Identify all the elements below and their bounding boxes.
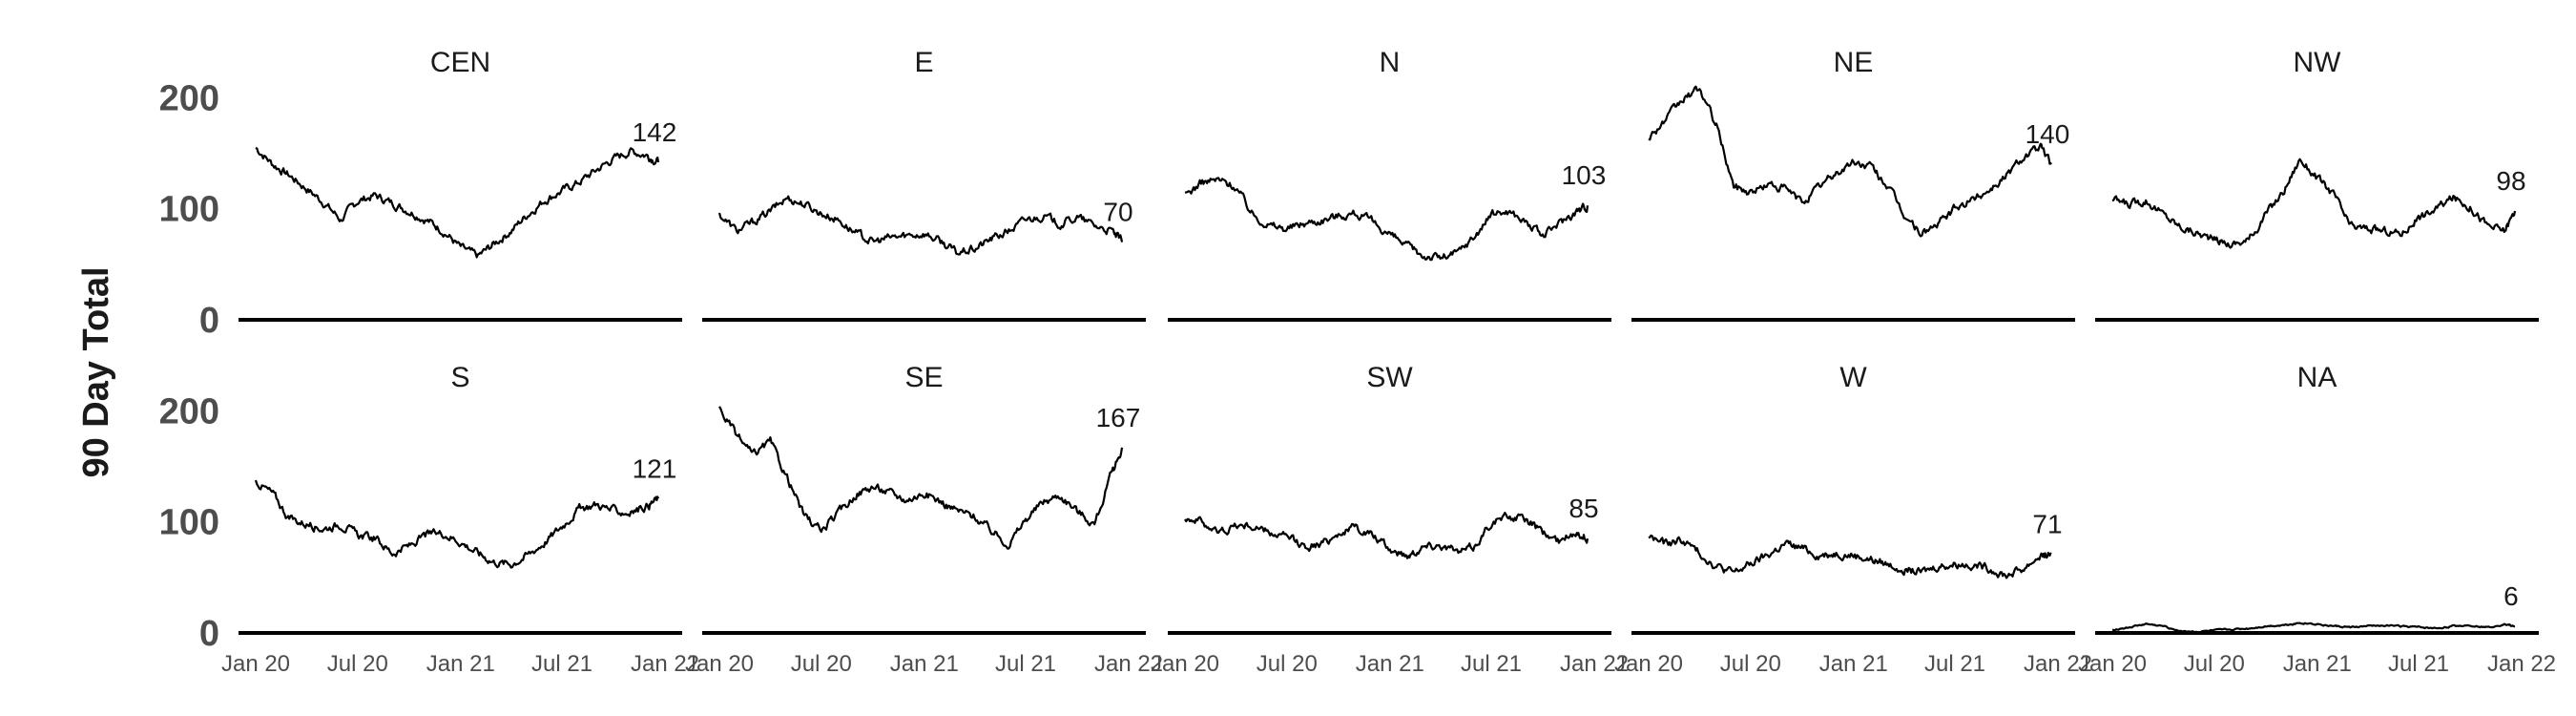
end-value-label: 70 [1103, 198, 1132, 227]
x-tick-label: Jan 21 [1819, 651, 1888, 677]
series-line [718, 406, 1124, 550]
y-tick-label: 200 [159, 78, 219, 118]
x-tick-label: Jul 20 [791, 651, 852, 677]
x-tick-label: Jan 22 [1094, 651, 1163, 677]
panel-title: NW [2294, 47, 2342, 78]
panel-title: N [1380, 47, 1401, 78]
end-value-label: 142 [633, 117, 677, 147]
panel-title: CEN [430, 47, 490, 78]
x-tick-label: Jan 22 [1560, 651, 1629, 677]
series-line [2111, 621, 2516, 634]
series-line [1648, 534, 2052, 579]
x-tick-label: Jul 20 [1720, 651, 1781, 677]
x-tick-label: Jul 20 [1257, 651, 1318, 677]
panel-w: W 71 Jan 20 Jul 20 Jan 21 Jul 21 Jan 22 [1614, 362, 2092, 677]
panel-sw: SW 85 Jan 20 Jul 20 Jan 21 Jul 21 Jan 22 [1151, 362, 1629, 677]
panel-s: S 121 0 100 200 Jan 20 Jul 20 Jan 21 Jul 21 Jan 2… [159, 362, 699, 677]
x-tick-label: Jan 21 [1356, 651, 1424, 677]
x-tick-label: Jan 22 [2487, 651, 2556, 677]
x-tick-label: Jan 21 [890, 651, 959, 677]
series-line [1648, 85, 2052, 238]
panel-cen: CEN 142 0 100 200 [159, 47, 682, 341]
x-tick-label: Jul 21 [1924, 651, 1985, 677]
series-line [1184, 177, 1589, 262]
x-tick-label: Jan 20 [221, 651, 290, 677]
facet-panels: CEN 142 0 100 200 E 70 N 103 NE 140 NW 98 S 121 0 100 200… [159, 47, 2556, 677]
x-tick-label: Jul 20 [327, 651, 388, 677]
end-value-label: 85 [1568, 494, 1598, 523]
series-line [2111, 158, 2517, 249]
y-tick-label: 100 [159, 503, 219, 543]
x-tick-label: Jan 20 [685, 651, 754, 677]
y-tick-label: 0 [199, 301, 219, 341]
y-axis-label: 90 Day Total [76, 266, 116, 477]
panel-title: W [1839, 362, 1867, 393]
y-tick-label: 0 [199, 614, 219, 654]
panel-nw: NW 98 [2095, 47, 2539, 322]
x-tick-label: Jan 20 [1151, 651, 1219, 677]
y-tick-label: 100 [159, 190, 219, 230]
series-line [717, 195, 1124, 256]
panel-title: S [450, 362, 469, 393]
end-value-label: 71 [2032, 509, 2062, 538]
series-line [255, 146, 660, 259]
x-tick-label: Jan 20 [1614, 651, 1683, 677]
end-value-label: 98 [2496, 166, 2525, 196]
x-tick-label: Jan 22 [2024, 651, 2092, 677]
panel-n: N 103 [1168, 47, 1611, 322]
series-line [254, 479, 660, 569]
x-tick-label: Jul 21 [531, 651, 592, 677]
x-tick-label: Jan 20 [2078, 651, 2147, 677]
panel-se: SE 167 Jan 20 Jul 20 Jan 21 Jul 21 Jan 22 [685, 362, 1163, 677]
x-tick-label: Jan 21 [426, 651, 495, 677]
end-value-label: 167 [1096, 403, 1141, 432]
end-value-label: 121 [633, 453, 677, 483]
panel-e: E 70 [702, 47, 1146, 322]
y-tick-label: 200 [159, 391, 219, 432]
panel-title: SW [1366, 362, 1413, 393]
panel-na: NA 6 Jan 20 Jul 20 Jan 21 Jul 21 Jan 22 [2078, 362, 2556, 677]
x-tick-label: Jul 21 [995, 651, 1056, 677]
end-value-label: 103 [1562, 160, 1607, 190]
panel-ne: NE 140 [1631, 47, 2075, 322]
panel-title: NE [1834, 47, 1874, 78]
x-tick-label: Jul 21 [1461, 651, 1522, 677]
x-tick-label: Jul 21 [2388, 651, 2449, 677]
end-value-label: 140 [2025, 119, 2070, 149]
end-value-label: 6 [2503, 581, 2519, 611]
series-line [1184, 512, 1589, 559]
panel-title: NA [2297, 362, 2337, 393]
x-tick-label: Jan 21 [2283, 651, 2352, 677]
panel-title: SE [904, 362, 943, 393]
x-tick-label: Jan 22 [631, 651, 699, 677]
x-tick-label: Jul 20 [2184, 651, 2245, 677]
panel-title: E [914, 47, 933, 78]
